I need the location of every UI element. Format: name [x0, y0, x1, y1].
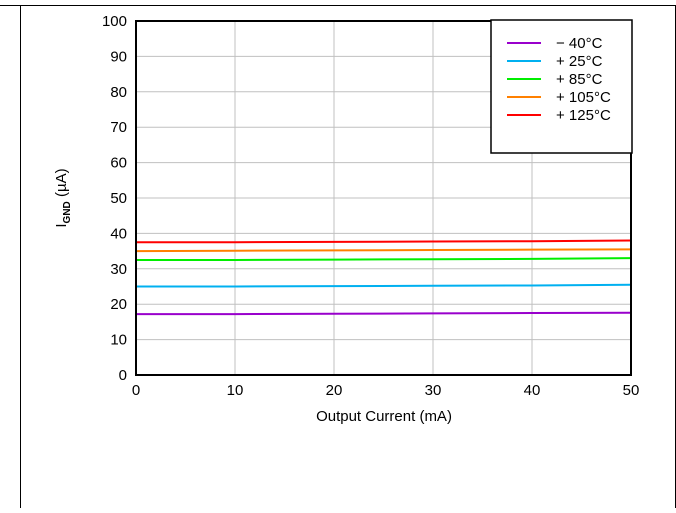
series-line [136, 239, 632, 244]
y-tick-label: 10 [110, 332, 127, 349]
y-axis-label-unit: (µA) [53, 168, 70, 201]
legend-label: + 85°C [556, 71, 603, 88]
plot-area-border [135, 20, 632, 376]
y-axis-label-main: I [53, 223, 70, 227]
x-tick-label: 50 [623, 382, 640, 399]
y-tick-label: 70 [110, 119, 127, 136]
y-tick-label: 20 [110, 296, 127, 313]
series-line [135, 248, 632, 253]
x-tick-label: 0 [132, 382, 140, 399]
y-tick-label: 80 [110, 84, 127, 101]
y-tick-label: 90 [110, 48, 127, 65]
x-tick-label: 10 [227, 382, 244, 399]
legend-label: − 40°C [556, 35, 603, 52]
y-tick-label: 100 [102, 13, 127, 30]
legend-label: + 125°C [556, 107, 611, 124]
y-tick-label: 30 [110, 261, 127, 278]
y-tick-labels: 0 10 20 30 40 50 60 70 80 90 100 [102, 13, 127, 384]
legend-label: + 105°C [556, 89, 611, 106]
grid [135, 20, 632, 376]
x-tick-label: 30 [425, 382, 442, 399]
legend-label: + 25°C [556, 53, 603, 70]
y-tick-label: 50 [110, 190, 127, 207]
y-tick-label: 60 [110, 155, 127, 172]
series-line [136, 311, 632, 316]
series-lines [135, 239, 632, 316]
series-line [136, 283, 632, 288]
x-tick-label: 40 [524, 382, 541, 399]
y-tick-label: 40 [110, 225, 127, 242]
x-axis-label: Output Current (mA) [316, 408, 452, 425]
series-line [136, 257, 632, 261]
x-tick-labels: 0 10 20 30 40 50 [132, 382, 640, 399]
x-tick-label: 20 [326, 382, 343, 399]
legend: − 40°C+ 25°C+ 85°C+ 105°C+ 125°C [490, 19, 633, 154]
y-tick-label: 0 [119, 367, 127, 384]
y-axis-label-subscript: GND [62, 201, 73, 223]
y-axis-label: IGND (µA) [53, 168, 73, 227]
